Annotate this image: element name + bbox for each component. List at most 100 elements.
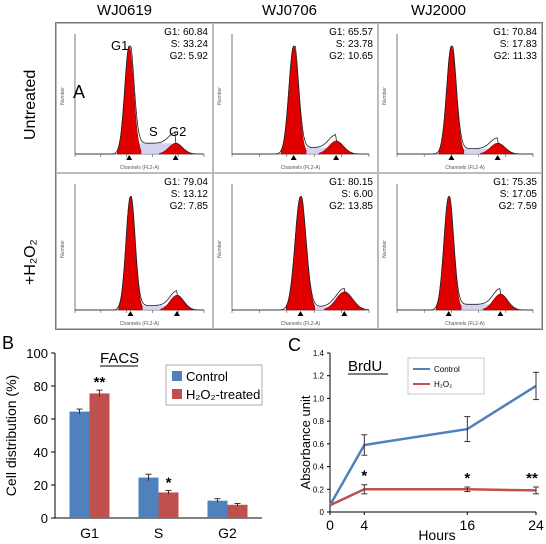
significance-marker: * [361,468,367,485]
histogram-outline [397,196,533,311]
g1-marker [448,155,455,160]
legend-swatch [172,389,182,399]
histogram-outline [232,196,370,311]
column-title-wj0619: WJ0619 [97,2,153,19]
s-phase-area [456,148,493,154]
histogram-outline [397,45,533,155]
x-tick-label: 0 [326,517,334,533]
x-axis-label: Hours [418,527,455,543]
x-tick-label: S [154,525,163,541]
panel-letter-c: C [288,335,301,355]
axis-label-y: Number [382,87,388,105]
row-label-untreated: Untreated [22,69,39,140]
s-phase-area [134,305,173,310]
axis-label-x: Channels (FL2-A) [445,165,485,171]
y-tick-label: 100 [26,346,48,361]
histogram-plot: Number Channels (FL2-A) [60,34,205,171]
g1-peak-area [438,45,465,155]
legend-label: H₂O₂ [434,380,452,389]
series-line-h2o2 [329,488,537,507]
g1-peak-area [436,195,462,311]
axis-label-y: Number [382,240,388,258]
y-tick-label: 1.4 [313,349,325,358]
axis-label-x: Channels (FL2-A) [445,321,485,327]
x-tick-label: 24 [528,517,544,533]
column-title-wj0706: WJ0706 [262,2,318,19]
axis-label-y: Number [60,87,66,105]
stat-g2: G2: 5.92 [169,51,208,62]
x-tick-label: 4 [360,517,368,533]
row-label-h2o2: +H₂O₂ [22,239,39,285]
legend-label: Control [186,369,228,384]
histogram-plot: Number Channels (FL2-A) [382,34,534,171]
stat-g1: G1: 79.04 [164,177,208,188]
panel-letter-a: A [73,82,86,102]
bar-g1-control [69,411,90,518]
axis-label-x: Channels (FL2-A) [120,321,160,327]
stat-g1: G1: 60.84 [164,27,208,38]
g1-marker [126,155,133,160]
g1-peak-area [117,45,142,155]
significance-marker: * [464,470,470,487]
s-phase-area [298,147,332,154]
stats-box: G1: 79.04 S: 13.12 G2: 7.85 [164,177,208,213]
stat-g1: G1: 70.84 [493,27,537,38]
histogram-wj2000-h2o2: Number Channels (FL2-A) G1: 75.35 S: 17.0… [378,173,542,329]
significance-marker: ** [94,374,106,391]
stat-g2: G2: 13.85 [329,201,373,212]
axis-label-x: Channels (FL2-A) [120,165,160,171]
stat-g1: G1: 80.15 [329,177,373,188]
legend-label: Control [434,365,460,374]
g1-peak-area [286,195,315,311]
stat-g2: G2: 10.65 [329,51,373,62]
g2-marker [497,311,504,316]
g2-peak-area [480,142,516,155]
bar-g2-treated [227,504,248,518]
stats-box: G1: 65.57 S: 23.78 G2: 10.65 [329,27,373,63]
y-axis-label: Absorbance unit [298,395,313,489]
histogram-wj0619-untreated: Number Channels (FL2-A) G1: 60.84 S: 33.2… [56,23,213,173]
bar-g2-control [207,500,228,518]
y-tick-label: 0 [41,511,48,526]
stat-s: S: 6.00 [341,189,373,200]
histogram-plot: Number Channels (FL2-A) [217,34,370,171]
x-tick-label: G1 [80,525,99,541]
y-tick-label: 20 [34,478,48,493]
peak-label-g2: G2 [169,124,187,139]
g2-marker [173,311,180,316]
legend-swatch [172,371,182,381]
y-tick-label: 0.4 [313,463,325,472]
x-tick-label: G2 [218,525,237,541]
chart-title-brdu: BrdU [348,358,382,375]
histogram-wj2000-untreated: Number Channels (FL2-A) G1: 70.84 S: 17.8… [378,23,542,173]
significance-marker: * [166,474,172,491]
histogram-wj0619-h2o2: Number Channels (FL2-A) G1: 79.04 S: 13.1… [56,173,213,329]
stat-g2: G2: 11.33 [493,51,537,62]
g1-peak-area [118,195,143,311]
chart-title-facs: FACS [100,350,139,367]
series-line-control [328,384,537,506]
y-tick-label: 0.2 [313,485,325,494]
peak-label-g1: G1 [111,38,129,53]
bar-s-control [138,477,159,518]
axis-label-x: Channels (FL2-A) [281,321,321,327]
g2-marker [333,155,340,160]
axis-label-x: Channels (FL2-A) [281,165,321,171]
histogram-plot: Number Channels (FL2-A) [217,184,370,327]
histogram-grid [55,22,543,330]
histogram-wj0706-h2o2: Number Channels (FL2-A) G1: 80.15 S: 6.00… [213,173,378,329]
stat-s: S: 17.83 [499,39,537,50]
g1-marker [127,311,134,316]
y-tick-label: 0.8 [313,417,325,426]
stat-g1: G1: 75.35 [493,177,537,188]
y-tick-label: 1.2 [313,372,325,381]
legend-label: H₂O₂-treated [186,387,260,402]
histogram-plot: Number Channels (FL2-A) [382,184,534,327]
stats-box: G1: 75.35 S: 17.05 G2: 7.59 [493,177,537,213]
stat-s: S: 23.78 [335,39,373,50]
stat-s: S: 17.05 [499,189,537,200]
g2-marker [172,155,179,160]
g2-marker [341,311,348,316]
y-tick-label: 1.0 [313,394,325,403]
g2-peak-area [482,293,518,311]
